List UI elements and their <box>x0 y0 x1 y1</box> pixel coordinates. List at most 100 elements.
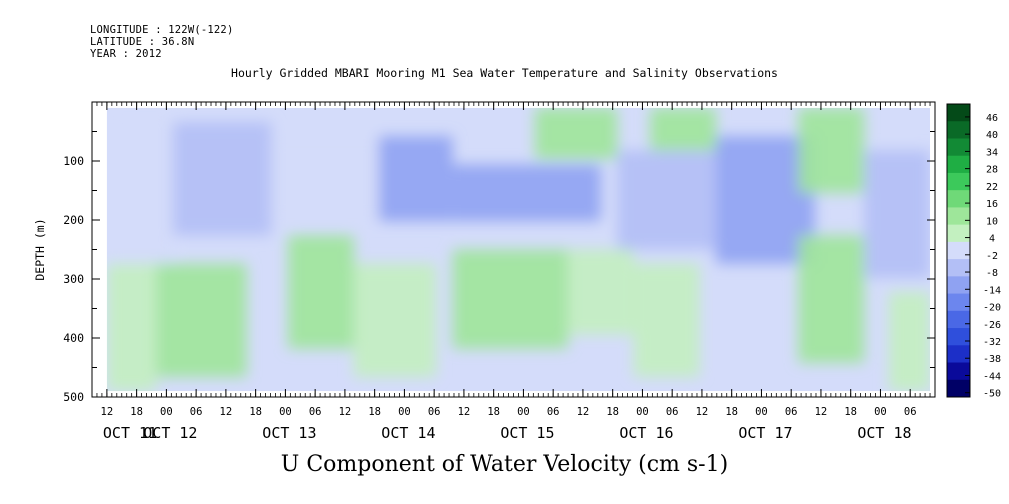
colorbar-label: -38 <box>983 354 1001 365</box>
colorbar-label: 46 <box>986 113 998 124</box>
colorbar-segment <box>947 207 970 226</box>
x-day-label: OCT 11 <box>103 424 157 442</box>
colorbar-label: 40 <box>986 130 998 141</box>
colorbar-label: -26 <box>983 320 1001 331</box>
colorbar-segment <box>947 190 970 208</box>
colorbar-segment <box>947 121 970 139</box>
x-tick-label: 00 <box>636 406 649 418</box>
x-tick-label: 12 <box>339 406 352 418</box>
heatmap-cell <box>534 107 618 159</box>
heatmap-cell <box>567 249 634 335</box>
colorbar-frame <box>946 103 971 398</box>
y-tick-label: 300 <box>63 272 84 286</box>
heatmap-cell <box>106 107 173 264</box>
longitude-label: LONGITUDE : 122W(-122) <box>90 24 234 36</box>
colorbar-segment <box>947 104 970 122</box>
colorbar-label: 10 <box>986 216 998 227</box>
colorbar-segment <box>947 155 970 174</box>
x-tick-label: 18 <box>606 406 619 418</box>
heatmap-cell <box>106 263 157 392</box>
colorbar-segment <box>947 241 970 260</box>
heatmap-cell <box>798 107 865 193</box>
heatmap-cell <box>172 122 272 236</box>
colorbar-segment <box>947 172 970 191</box>
x-tick-label: 18 <box>368 406 381 418</box>
heatmap-cell <box>888 291 931 392</box>
heatmap-cell <box>287 235 354 349</box>
x-tick-label: 00 <box>398 406 411 418</box>
x-tick-label: 00 <box>279 406 292 418</box>
colorbar-segment <box>947 362 970 381</box>
x-day-label: OCT 15 <box>500 424 554 442</box>
x-tick-label: 18 <box>130 406 143 418</box>
x-tick-label: 00 <box>755 406 768 418</box>
x-tick-label: 18 <box>249 406 262 418</box>
x-tick-label: 00 <box>517 406 530 418</box>
x-tick-label: 06 <box>904 406 917 418</box>
x-tick-label: 12 <box>815 406 828 418</box>
colorbar-label: 16 <box>986 199 998 210</box>
x-day-label: OCT 14 <box>381 424 435 442</box>
colorbar: 46 40 34 28 22 16 10 4 -2 -8 -14 -20 -26 -32 -38 -44 -50 <box>946 103 1001 400</box>
y-axis-label: DEPTH (m) <box>33 218 47 280</box>
x-day-label: OCT 17 <box>738 424 792 442</box>
x-day-label: OCT 16 <box>619 424 673 442</box>
colorbar-label: -20 <box>983 303 1001 314</box>
heatmap-regions <box>106 107 931 392</box>
colorbar-segment <box>947 379 970 398</box>
colorbar-segment <box>947 310 970 329</box>
x-tick-label: 12 <box>220 406 233 418</box>
heatmap-cell <box>633 263 700 377</box>
heatmap-cell <box>271 136 379 222</box>
heatmap-cell <box>617 150 717 250</box>
heatmap-cell <box>452 164 601 222</box>
x-day-label: OCT 18 <box>857 424 911 442</box>
colorbar-label: -44 <box>983 371 1001 382</box>
x-tick-label: 18 <box>725 406 738 418</box>
variable-label: U Component of Water Velocity (cm s-1) <box>280 452 729 477</box>
heatmap-data-layer <box>106 107 931 392</box>
colorbar-label: -50 <box>983 389 1001 400</box>
heatmap-cell <box>650 107 717 151</box>
x-tick-label: 12 <box>577 406 590 418</box>
colorbar-label: -2 <box>986 251 998 262</box>
colorbar-label: -8 <box>986 268 998 279</box>
year-label: YEAR : 2012 <box>90 48 162 60</box>
y-tick-label: 100 <box>63 154 84 168</box>
colorbar-label: 28 <box>986 165 998 176</box>
x-tick-label: 18 <box>844 406 857 418</box>
x-tick-label: 06 <box>666 406 679 418</box>
x-tick-label: 18 <box>487 406 500 418</box>
colorbar-segment <box>947 259 970 277</box>
heatmap-cell <box>798 235 865 363</box>
x-tick-label: 12 <box>458 406 471 418</box>
y-tick-label: 400 <box>63 331 84 345</box>
heatmap-cell <box>864 150 931 278</box>
heatmap-field <box>106 107 931 392</box>
x-tick-label: 06 <box>428 406 441 418</box>
y-tick-label: 500 <box>63 390 84 404</box>
colorbar-segment <box>947 138 970 157</box>
colorbar-segment <box>947 345 970 364</box>
colorbar-label: -14 <box>983 285 1001 296</box>
heatmap-cell <box>378 136 453 222</box>
x-tick-label: 06 <box>785 406 798 418</box>
colorbar-label: 4 <box>989 234 995 245</box>
x-day-label: OCT 13 <box>262 424 316 442</box>
x-day-label: OCT 12 <box>143 424 197 442</box>
heatmap-cell <box>452 249 568 349</box>
colorbar-segment <box>947 224 970 243</box>
colorbar-segment <box>947 276 970 295</box>
colorbar-label: -32 <box>983 337 1001 348</box>
heatmap-cell <box>156 263 247 377</box>
y-tick-label: 200 <box>63 213 84 227</box>
x-tick-label: 12 <box>696 406 709 418</box>
colorbar-segment <box>947 328 970 346</box>
colorbar-segment <box>947 293 970 312</box>
colorbar-label: 22 <box>986 182 998 193</box>
axes: 12 18 00 06 12 18 00 06 12 18 00 06 12 18 00 06 12 18 00 06… <box>33 101 936 442</box>
x-tick-label: 00 <box>874 406 887 418</box>
x-tick-label: 06 <box>190 406 203 418</box>
x-tick-label: 12 <box>101 406 114 418</box>
